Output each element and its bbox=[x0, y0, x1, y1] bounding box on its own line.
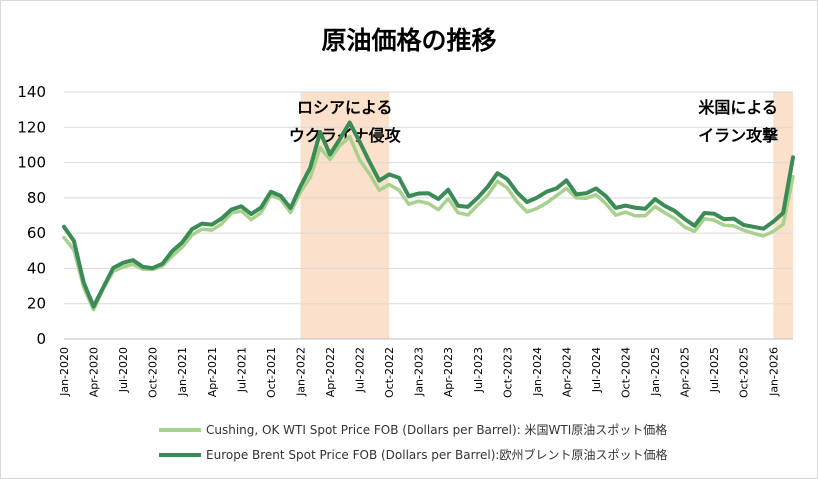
x-tick-label: Oct-2021 bbox=[265, 347, 278, 398]
x-tick-label: Jul-2020 bbox=[117, 347, 130, 393]
x-tick-label: Jul-2024 bbox=[590, 347, 603, 393]
legend-label-1: Cushing, OK WTI Spot Price FOB (Dollars … bbox=[206, 422, 667, 437]
x-tick-label: Apr-2024 bbox=[560, 347, 573, 397]
x-tick-label: Jan-2023 bbox=[413, 347, 426, 397]
x-tick-label: Jan-2024 bbox=[531, 347, 544, 397]
x-tick-label: Jul-2025 bbox=[708, 347, 721, 393]
x-tick-label: Jul-2022 bbox=[354, 347, 367, 393]
chart-title: 原油価格の推移 bbox=[321, 26, 496, 55]
x-tick-label: Oct-2022 bbox=[383, 347, 396, 398]
x-tick-label: Jan-2026 bbox=[767, 347, 780, 397]
x-tick-label: Jul-2021 bbox=[235, 347, 248, 393]
y-tick-label: 100 bbox=[17, 154, 46, 172]
x-tick-label: Jan-2022 bbox=[294, 347, 307, 397]
annotation-2-line-1: 米国による bbox=[698, 98, 778, 117]
x-axis-ticks: Jan-2020 Apr-2020 Jul-2020 Oct-2020 Jan-2021… bbox=[58, 347, 780, 398]
series-lines bbox=[62, 120, 795, 312]
y-axis-ticks: 0 20 40 60 80 100 120 140 bbox=[17, 83, 46, 348]
legend-label-2: Europe Brent Spot Price FOB (Dollars per… bbox=[206, 447, 667, 462]
y-tick-label: 0 bbox=[36, 330, 46, 348]
x-tick-label: Apr-2020 bbox=[88, 347, 101, 397]
x-tick-label: Jan-2020 bbox=[58, 347, 71, 397]
annotation-1-line-1: ロシアによる bbox=[297, 98, 393, 117]
y-tick-label: 80 bbox=[27, 189, 46, 207]
y-tick-label: 40 bbox=[27, 259, 46, 277]
gridlines bbox=[64, 91, 793, 340]
x-tick-label: Apr-2021 bbox=[206, 347, 219, 397]
y-tick-label: 120 bbox=[17, 118, 46, 136]
series-line-1 bbox=[62, 134, 795, 312]
y-tick-label: 20 bbox=[27, 295, 46, 313]
x-tick-label: Oct-2020 bbox=[147, 347, 160, 398]
x-tick-label: Jan-2021 bbox=[176, 347, 189, 397]
y-tick-label: 60 bbox=[27, 224, 46, 242]
x-tick-label: Jul-2023 bbox=[472, 347, 485, 393]
y-tick-label: 140 bbox=[17, 83, 46, 101]
x-tick-label: Oct-2023 bbox=[501, 347, 514, 398]
x-tick-label: Apr-2025 bbox=[679, 347, 692, 397]
x-tick-label: Jan-2025 bbox=[649, 347, 662, 397]
x-tick-label: Apr-2023 bbox=[442, 347, 455, 397]
series-line-2 bbox=[62, 120, 795, 309]
annotation-2-line-2: イラン攻撃 bbox=[698, 126, 778, 145]
x-tick-label: Oct-2025 bbox=[738, 347, 751, 398]
x-tick-label: Apr-2022 bbox=[324, 347, 337, 397]
legend: Cushing, OK WTI Spot Price FOB (Dollars … bbox=[159, 422, 667, 462]
x-tick-label: Oct-2024 bbox=[620, 347, 633, 398]
